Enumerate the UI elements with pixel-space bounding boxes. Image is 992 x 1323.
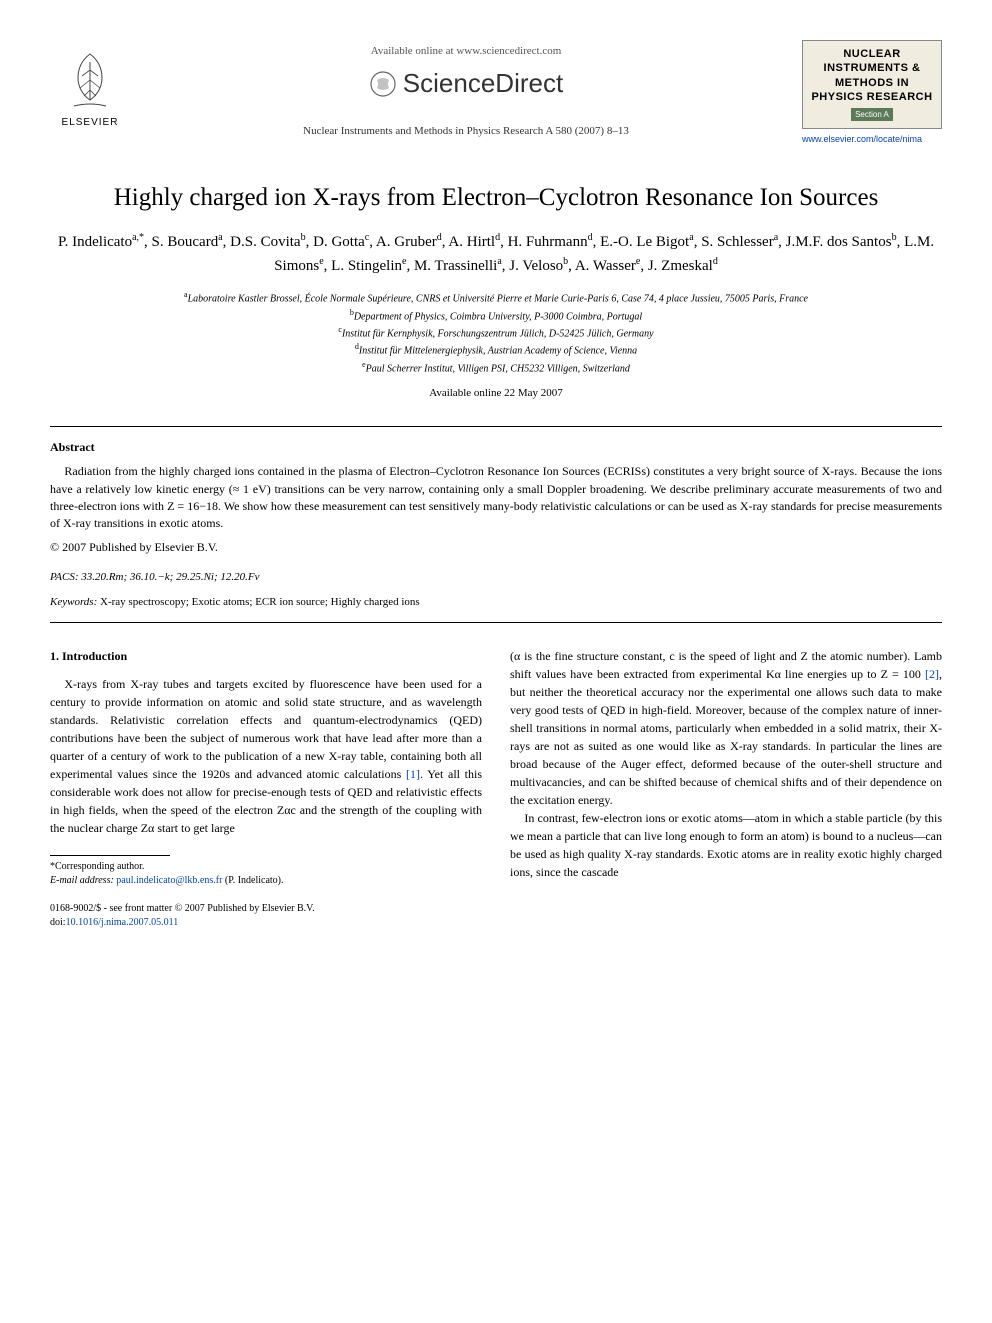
author-list: P. Indelicatoa,*, S. Boucarda, D.S. Covi… [50,230,942,277]
front-matter-line: 0168-9002/$ - see front matter © 2007 Pu… [50,902,482,916]
intro-p1c-part-a: (α is the fine structure constant, c is … [510,649,942,681]
affiliation-list: aLaboratoire Kastler Brossel, École Norm… [50,289,942,376]
journal-box-title: NUCLEAR INSTRUMENTS & METHODS IN PHYSICS… [809,47,935,104]
intro-paragraph-2: In contrast, few-electron ions or exotic… [510,809,942,881]
corresponding-email-link[interactable]: paul.indelicato@lkb.ens.fr [116,875,222,886]
publisher-logo: ELSEVIER [50,40,130,130]
intro-p1-part-a: X-rays from X-ray tubes and targets exci… [50,677,482,781]
section-1-heading: 1. Introduction [50,647,482,665]
keywords-value: X-ray spectroscopy; Exotic atoms; ECR io… [100,596,420,608]
pacs-value: 33.20.Rm; 36.10.−k; 29.25.Ni; 12.20.Fv [81,571,259,583]
available-online-text: Available online at www.sciencedirect.co… [130,44,802,59]
corresponding-email-name: (P. Indelicato). [225,875,284,886]
elsevier-tree-icon [60,46,120,112]
sciencedirect-icon [369,70,397,98]
page-header: ELSEVIER Available online at www.science… [50,40,942,146]
reference-link-1[interactable]: [1] [406,767,420,781]
doi-line: doi:10.1016/j.nima.2007.05.011 [50,916,482,930]
keywords-label: Keywords: [50,596,97,608]
sciencedirect-text: ScienceDirect [403,65,563,101]
abstract-body: Radiation from the highly charged ions c… [50,464,942,530]
corresponding-email-line: E-mail address: paul.indelicato@lkb.ens.… [50,874,482,888]
reference-link-2[interactable]: [2] [925,667,939,681]
keywords-line: Keywords: X-ray spectroscopy; Exotic ato… [50,595,942,610]
journal-box-wrapper: NUCLEAR INSTRUMENTS & METHODS IN PHYSICS… [802,40,942,146]
abstract-text: Radiation from the highly charged ions c… [50,463,942,533]
intro-p1c-part-b: , but neither the theoretical accuracy n… [510,667,942,807]
pacs-line: PACS: 33.20.Rm; 36.10.−k; 29.25.Ni; 12.2… [50,570,942,585]
journal-homepage-link[interactable]: www.elsevier.com/locate/nima [802,133,942,146]
abstract-heading: Abstract [50,439,942,456]
body-columns: 1. Introduction X-rays from X-ray tubes … [50,647,942,930]
citation-line: Nuclear Instruments and Methods in Physi… [130,124,802,139]
rule-above-abstract [50,426,942,427]
front-matter-footer: 0168-9002/$ - see front matter © 2007 Pu… [50,902,482,930]
sciencedirect-brand: ScienceDirect [130,65,802,101]
footnote-rule [50,855,170,856]
column-left: 1. Introduction X-rays from X-ray tubes … [50,647,482,930]
journal-box: NUCLEAR INSTRUMENTS & METHODS IN PHYSICS… [802,40,942,129]
available-online-date: Available online 22 May 2007 [50,386,942,401]
intro-paragraph-1: X-rays from X-ray tubes and targets exci… [50,675,482,837]
journal-section-badge: Section A [851,108,893,121]
column-right: (α is the fine structure constant, c is … [510,647,942,930]
doi-link[interactable]: 10.1016/j.nima.2007.05.011 [66,917,179,928]
publisher-name: ELSEVIER [62,116,119,130]
intro-paragraph-1-cont: (α is the fine structure constant, c is … [510,647,942,809]
header-center: Available online at www.sciencedirect.co… [130,40,802,139]
email-label: E-mail address: [50,875,114,886]
rule-below-keywords [50,622,942,623]
pacs-label: PACS: [50,571,79,583]
doi-label: doi: [50,917,66,928]
corresponding-label: *Corresponding author. [50,860,482,874]
abstract-copyright: © 2007 Published by Elsevier B.V. [50,539,942,556]
corresponding-author-footnote: *Corresponding author. E-mail address: p… [50,860,482,888]
paper-title: Highly charged ion X-rays from Electron–… [50,182,942,215]
